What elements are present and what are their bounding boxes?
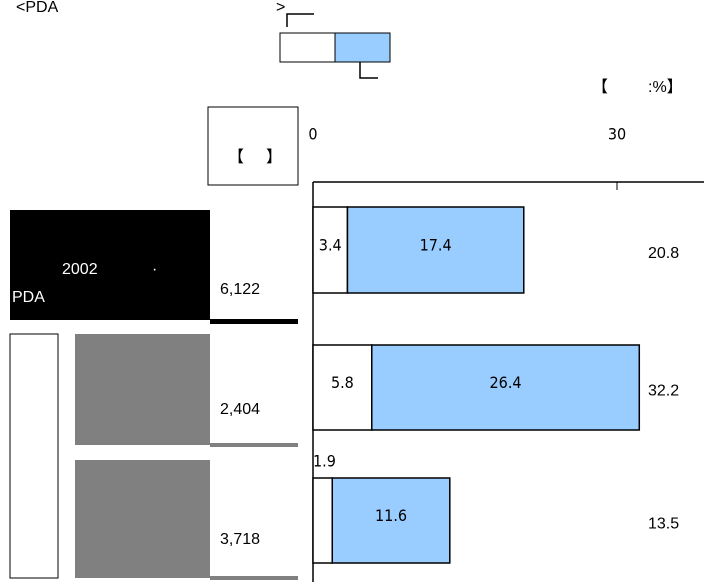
- header-close: 】: [266, 149, 282, 166]
- chart-title: <PDA: [16, 0, 59, 16]
- total-label: 13.5: [648, 516, 679, 533]
- row-underline: [210, 319, 298, 324]
- row-label-box: [75, 334, 210, 445]
- value-label: 5.8: [331, 373, 354, 392]
- count-label: 6,122: [220, 281, 260, 298]
- row-label-box: [10, 210, 210, 320]
- group-box: [9, 333, 59, 579]
- unit-close: :%】: [648, 79, 683, 96]
- value-label: 3.4: [319, 236, 342, 255]
- value-label: 26.4: [490, 373, 522, 392]
- total-label: 20.8: [648, 245, 679, 262]
- row-label: 2002: [62, 261, 98, 278]
- bar-segment: [346, 206, 525, 294]
- total-label: 32.2: [648, 383, 679, 400]
- bar-segment: [331, 477, 451, 564]
- x-tick-label: 0: [308, 125, 317, 144]
- row-label: PDA: [12, 289, 45, 306]
- bar-segment: [371, 344, 641, 431]
- chart-title-end: >: [276, 0, 285, 16]
- value-label: 11.6: [375, 506, 407, 525]
- x-tick-label: 30: [608, 125, 626, 144]
- header-box: [207, 106, 299, 186]
- row-label-box: [75, 460, 210, 578]
- header-open: 【: [228, 149, 244, 166]
- unit-open: 【: [592, 79, 608, 96]
- bar-segment: [312, 477, 334, 564]
- legend-swatch: [279, 32, 336, 63]
- row-label: ·: [152, 261, 157, 278]
- bar-segment: [312, 344, 373, 431]
- value-label: 17.4: [420, 236, 452, 255]
- value-label: 1.9: [313, 452, 336, 471]
- legend-swatch: [334, 32, 391, 63]
- row-underline: [210, 443, 298, 447]
- row-underline: [210, 576, 298, 580]
- legend-brackets: [286, 13, 378, 79]
- count-label: 2,404: [220, 401, 260, 418]
- count-label: 3,718: [220, 531, 260, 548]
